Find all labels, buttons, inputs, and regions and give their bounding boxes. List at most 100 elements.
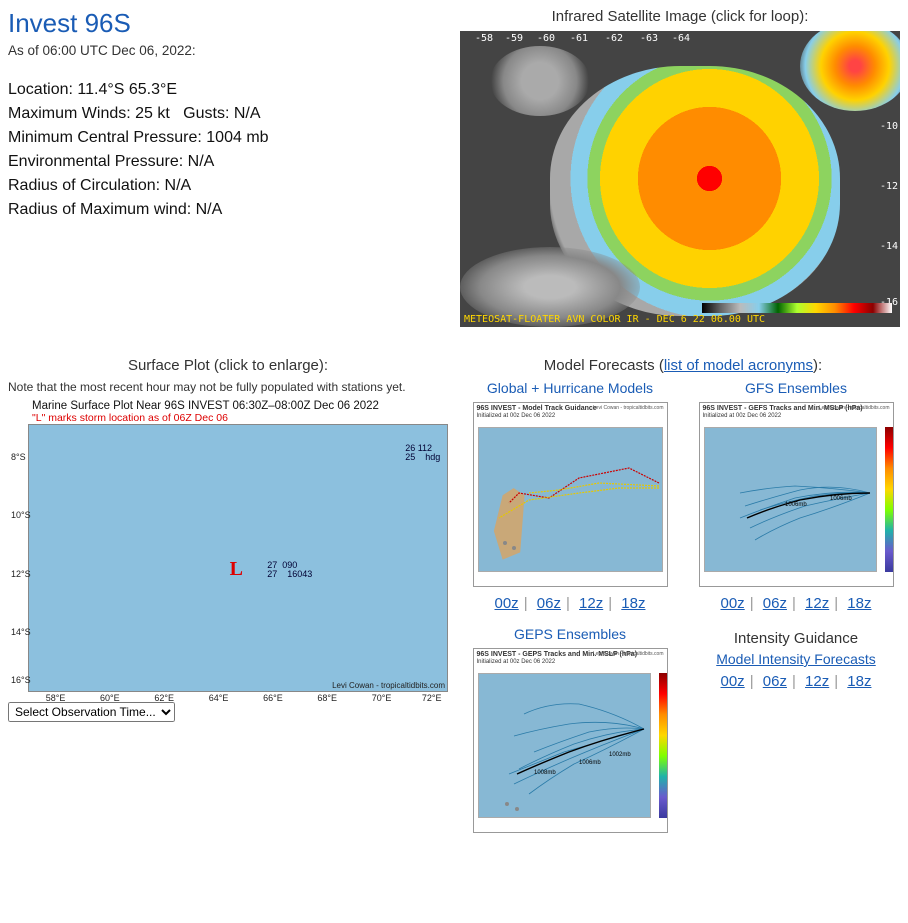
time-link-00z[interactable]: 00z <box>495 595 519 612</box>
sat-timestamp: METEOSAT-FLOATER AVN COLOR IR - DEC 6 22… <box>464 314 765 325</box>
sat-lon-tick: -58 <box>475 33 493 44</box>
gusts-value: N/A <box>234 105 261 122</box>
surface-chart-subtitle: "L" marks storm location as of 06Z Dec 0… <box>32 412 448 424</box>
pressure-line: Minimum Central Pressure: 1004 mb <box>8 126 440 150</box>
intensity-forecasts-link[interactable]: Model Intensity Forecasts <box>716 651 876 667</box>
model-img-credit: Levi Cowan - tropicaltidbits.com <box>593 405 664 411</box>
winds-value: 25 kt <box>135 105 170 122</box>
sat-image[interactable]: -58 -59 -60 -61 -62 -63 -64 -8 -10 -12 -… <box>460 31 900 327</box>
surface-note: Note that the most recent hour may not b… <box>8 380 448 394</box>
time-link-00z[interactable]: 00z <box>721 595 745 612</box>
lon-tick: 70°E <box>372 693 392 703</box>
lon-tick: 66°E <box>263 693 283 703</box>
gfs-ensembles-subtitle: GFS Ensembles <box>692 380 900 396</box>
surface-station: 26 112 25 hdg <box>405 444 440 462</box>
global-models-subtitle: Global + Hurricane Models <box>466 380 674 396</box>
lon-tick: 64°E <box>209 693 229 703</box>
ensemble-tracks: 1008mb 1006mb 1002mb <box>479 674 650 817</box>
track-overlay <box>479 428 662 571</box>
pressure-label: Minimum Central Pressure: <box>8 129 202 146</box>
acronyms-link[interactable]: list of model acronyms <box>664 357 813 374</box>
ensemble-colorbar-icon <box>885 427 894 572</box>
gfs-time-links: 00z| 06z| 12z| 18z <box>692 595 900 612</box>
rmw-value: N/A <box>196 201 223 218</box>
model-img-sub: Initialized at 00z Dec 06 2022 <box>700 413 893 421</box>
models-section-title: Model Forecasts (list of model acronyms)… <box>466 357 900 374</box>
sat-lon-tick: -63 <box>640 33 658 44</box>
global-models-image[interactable]: 96S INVEST - Model Track Guidance Initia… <box>473 402 668 587</box>
surface-credit: Levi Cowan - tropicaltidbits.com <box>332 681 445 690</box>
time-link-00z[interactable]: 00z <box>721 673 745 690</box>
lon-tick: 72°E <box>422 693 442 703</box>
rmw-line: Radius of Maximum wind: N/A <box>8 198 440 222</box>
roc-label: Radius of Circulation: <box>8 177 160 194</box>
rmw-label: Radius of Maximum wind: <box>8 201 191 218</box>
model-img-sub: Initialized at 00z Dec 06 2022 <box>474 413 667 421</box>
lat-tick: 8°S <box>11 452 26 462</box>
lat-tick: 10°S <box>11 510 31 520</box>
svg-text:1008mb: 1008mb <box>534 770 556 776</box>
storm-title: Invest 96S <box>8 8 440 39</box>
svg-text:1006mb: 1006mb <box>579 760 601 766</box>
time-link-18z[interactable]: 18z <box>847 595 871 612</box>
lon-tick: 58°E <box>46 693 66 703</box>
lat-tick: 12°S <box>11 569 31 579</box>
pressure-value: 1004 mb <box>206 129 268 146</box>
roc-value: N/A <box>165 177 192 194</box>
lon-tick: 60°E <box>100 693 120 703</box>
env-label: Environmental Pressure: <box>8 153 183 170</box>
roc-line: Radius of Circulation: N/A <box>8 174 440 198</box>
ensemble-colorbar-icon <box>659 673 668 818</box>
surface-section-title: Surface Plot (click to enlarge): <box>8 357 448 374</box>
surface-plot[interactable]: Marine Surface Plot Near 96S INVEST 06:3… <box>8 400 448 692</box>
sat-section-title: Infrared Satellite Image (click for loop… <box>460 8 900 25</box>
model-img-credit: Levi Cowan - tropicaltidbits.com <box>819 405 890 411</box>
observation-time-select[interactable]: Select Observation Time... <box>8 702 175 722</box>
time-link-06z[interactable]: 06z <box>537 595 561 612</box>
surface-chart-title: Marine Surface Plot Near 96S INVEST 06:3… <box>32 400 448 412</box>
time-link-12z[interactable]: 12z <box>579 595 603 612</box>
time-link-18z[interactable]: 18z <box>847 673 871 690</box>
time-link-12z[interactable]: 12z <box>805 595 829 612</box>
svg-text:1002mb: 1002mb <box>609 752 631 758</box>
lon-tick: 62°E <box>154 693 174 703</box>
asof-text: As of 06:00 UTC Dec 06, 2022: <box>8 43 440 58</box>
models-title-prefix: Model Forecasts ( <box>544 357 664 374</box>
time-link-12z[interactable]: 12z <box>805 673 829 690</box>
sat-cloud-icon <box>490 46 590 116</box>
time-link-06z[interactable]: 06z <box>763 673 787 690</box>
model-img-credit: Levi Cowan - tropicaltidbits.com <box>593 651 664 657</box>
sat-lat-tick: -12 <box>880 181 898 192</box>
lat-tick: 14°S <box>11 627 31 637</box>
winds-label: Maximum Winds: <box>8 105 131 122</box>
sat-lon-tick: -61 <box>570 33 588 44</box>
svg-text:1006mb: 1006mb <box>830 496 852 502</box>
surface-map: 8°S 10°S 12°S 14°S 16°S 58°E 60°E 62°E 6… <box>28 424 448 692</box>
sat-lat-tick: -10 <box>880 121 898 132</box>
storm-marker-l-icon: L <box>230 558 243 581</box>
sat-lat-tick: -14 <box>880 241 898 252</box>
location-value: 11.4°S 65.3°E <box>77 81 177 98</box>
geps-ensembles-subtitle: GEPS Ensembles <box>466 626 674 642</box>
time-link-18z[interactable]: 18z <box>621 595 645 612</box>
env-pressure-line: Environmental Pressure: N/A <box>8 150 440 174</box>
intensity-time-links: 00z| 06z| 12z| 18z <box>692 673 900 690</box>
models-title-suffix: ): <box>813 357 822 374</box>
env-value: N/A <box>188 153 215 170</box>
sat-lon-tick: -64 <box>672 33 690 44</box>
sat-colorbar-icon <box>702 303 892 313</box>
location-line: Location: 11.4°S 65.3°E <box>8 78 440 102</box>
sat-lon-tick: -60 <box>537 33 555 44</box>
lat-tick: 16°S <box>11 675 31 685</box>
sat-cloud-icon <box>800 31 900 111</box>
intensity-subtitle: Intensity Guidance <box>692 630 900 647</box>
geps-ensembles-image[interactable]: 96S INVEST - GEPS Tracks and Min. MSLP (… <box>473 648 668 833</box>
surface-station: 27 090 27 16043 <box>267 561 312 579</box>
winds-line: Maximum Winds: 25 kt Gusts: N/A <box>8 102 440 126</box>
global-time-links: 00z| 06z| 12z| 18z <box>466 595 674 612</box>
gfs-ensembles-image[interactable]: 96S INVEST - GEFS Tracks and Min. MSLP (… <box>699 402 894 587</box>
sat-lon-tick: -62 <box>605 33 623 44</box>
sat-lon-tick: -59 <box>505 33 523 44</box>
time-link-06z[interactable]: 06z <box>763 595 787 612</box>
gusts-label: Gusts: <box>183 105 229 122</box>
